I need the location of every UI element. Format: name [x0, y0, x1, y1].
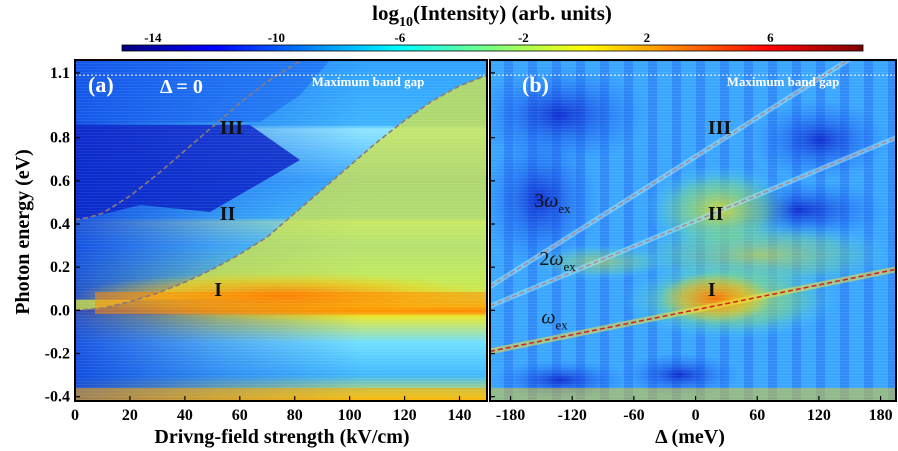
panel-a-x-ticks: 0 20 40 60 80 100 120 140 [71, 396, 472, 424]
panel-a-x-tick-label: 120 [393, 407, 417, 424]
panel-a-x-axis-label: Drivng-field strength (kV/cm) [154, 426, 409, 448]
colorbar-tick-label: -6 [394, 30, 405, 45]
panel-b-harmonic-label: 2ωex [539, 248, 576, 274]
panel-a-dashed-curve-2 [75, 60, 304, 221]
panel-b-label: (b) [522, 72, 549, 97]
panel-a-condition: Δ = 0 [160, 76, 203, 98]
panel-b-region-label: I [708, 279, 716, 301]
panel-a-x-tick-label: 140 [448, 407, 472, 424]
panel-a-region-label: I [214, 279, 222, 301]
panel-b-x-tick-label: 0 [692, 407, 700, 424]
colorbar-tick-label: -14 [144, 30, 162, 45]
panel-b-x-tick-label: -180 [496, 407, 525, 424]
colorbar-title-rest: (Intensity) (arb. units) [413, 1, 612, 25]
colorbar-title: log10(Intensity) (arb. units) [372, 1, 612, 30]
panel-b-max-gap-label: Maximum band gap [727, 74, 840, 89]
panel-b-heatmap [490, 60, 896, 401]
panel-a-heatmap [75, 60, 487, 401]
panel-b-harmonic-line [490, 137, 896, 307]
panel-b-harmonic-lines [490, 60, 896, 355]
y-tick-label: 0.2 [50, 259, 70, 276]
y-tick-label: -0.2 [45, 346, 70, 363]
panel-a-x-tick-label: 60 [232, 407, 248, 424]
panel-a-x-tick-label: 20 [122, 407, 138, 424]
panel-b-x-tick-label: 120 [807, 407, 831, 424]
panel-b-line-labels: ωex 2ωex 3ωex [534, 190, 576, 333]
panel-a-dashed-curve-1 [75, 74, 487, 312]
panel-b-y-tick-marks [490, 72, 495, 398]
panel-b-harmonic-line [490, 60, 850, 288]
panel-a-y-ticks: -0.4 -0.2 0.0 0.2 0.4 0.6 0.8 1.1 [45, 65, 80, 406]
panel-a-x-tick-label: 80 [287, 407, 303, 424]
panel-a-label: (a) [88, 72, 114, 97]
panel-b-harmonic-label: 3ωex [534, 190, 571, 216]
panel-a-max-gap-label: Maximum band gap [312, 74, 425, 89]
colorbar-tick-label: 6 [767, 30, 774, 45]
panel-a-frame [74, 59, 488, 402]
colorbar-title-subscript: 10 [399, 15, 413, 30]
y-tick-label: 0.4 [50, 216, 70, 233]
panel-a-x-tick-label: 100 [338, 407, 362, 424]
colorbar-gradient [121, 44, 864, 52]
panel-b-x-tick-label: 180 [869, 407, 893, 424]
panel-a-boundary-curves [75, 60, 487, 312]
colorbar-tick-label: -2 [518, 30, 529, 45]
colorbar-tick-labels: -14 -10 -6 -2 2 6 [144, 30, 774, 45]
y-tick-label: 0.8 [50, 130, 70, 147]
colorbar-tick-label: -10 [268, 30, 285, 45]
panel-b-x-tick-label: 60 [749, 407, 765, 424]
colorbar-tick-label: 2 [644, 30, 651, 45]
panel-b: -180 -120 -60 0 60 120 180 (b) Maximum band ga… [489, 59, 897, 448]
panel-b-x-ticks: -180 -120 -60 0 60 120 180 [496, 396, 893, 424]
colorbar: log10(Intensity) (arb. units) -14 -10 -6 -2… [121, 1, 864, 52]
panel-b-region-label: III [708, 117, 732, 139]
y-tick-label: 0.0 [50, 302, 70, 319]
panel-a-x-tick-label: 40 [177, 407, 193, 424]
panel-b-frame [489, 59, 897, 402]
panel-a: 0 20 40 60 80 100 120 140 -0.4 -0.2 0.0 0.2 0.4 0.6 0… [45, 59, 488, 448]
panel-a-region-label: III [220, 117, 244, 139]
panel-b-harmonic-line [490, 268, 896, 353]
colorbar-title-main: log [372, 1, 399, 25]
y-axis-label: Photon energy (eV) [12, 149, 34, 315]
panel-b-x-tick-label: -120 [558, 407, 587, 424]
panel-b-harmonic-label: ωex [541, 306, 568, 332]
panel-b-x-tick-label: -60 [623, 407, 644, 424]
panel-a-region-label: II [220, 203, 236, 225]
panel-b-x-axis-label: Δ (meV) [655, 426, 725, 448]
y-tick-label: 0.6 [50, 173, 70, 190]
panel-a-x-tick-label: 0 [71, 407, 79, 424]
y-tick-label: -0.4 [45, 389, 70, 406]
y-tick-label: 1.1 [50, 65, 70, 82]
panel-b-region-label: II [708, 203, 724, 225]
